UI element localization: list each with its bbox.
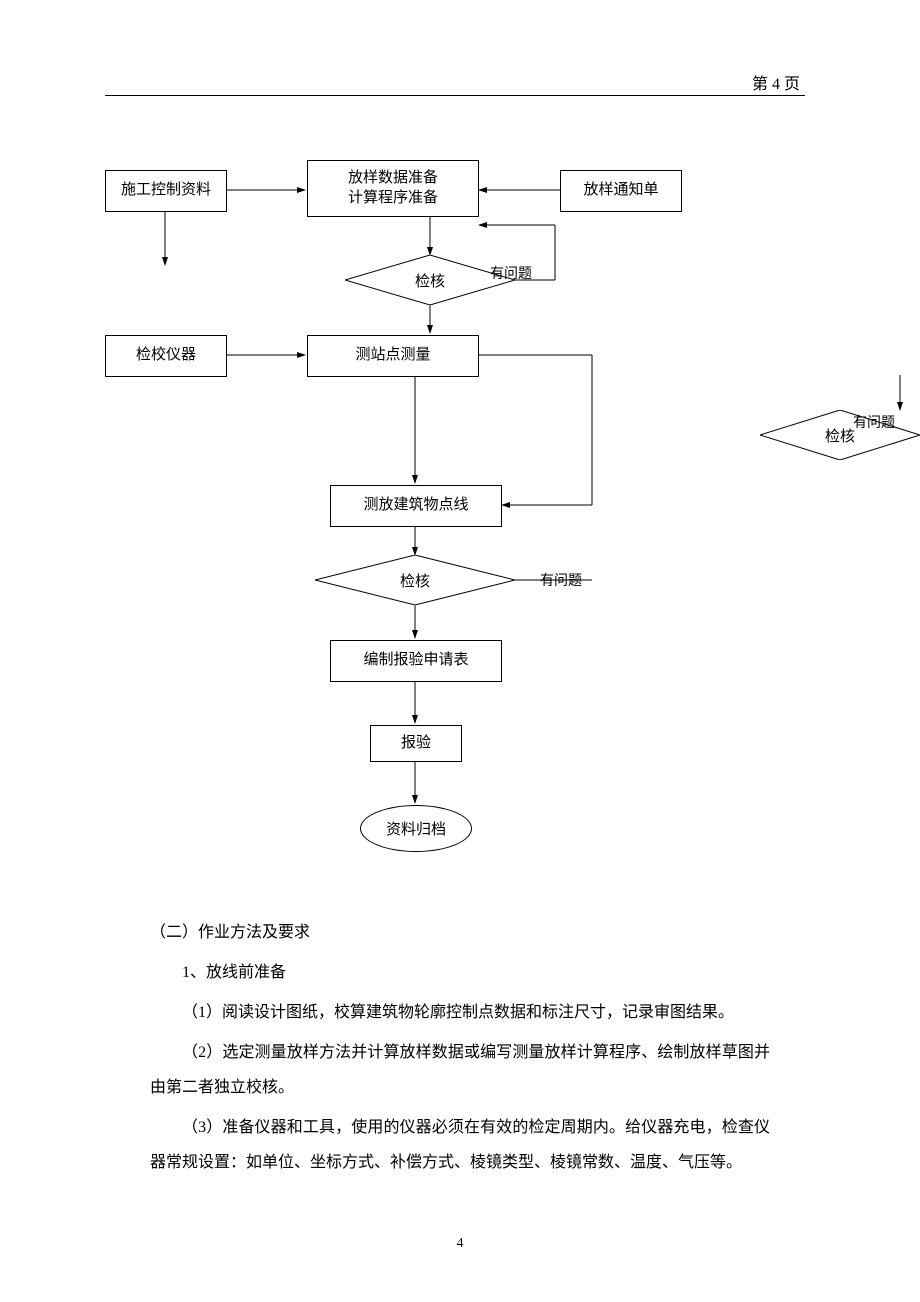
label-problem-2: 有问题 <box>540 570 582 590</box>
node-data-prep: 放样数据准备 计算程序准备 <box>307 160 479 217</box>
label-problem-1: 有问题 <box>490 263 532 283</box>
page-header-label: 第 4 页 <box>752 70 800 94</box>
node-calibrate: 检校仪器 <box>105 335 227 377</box>
section-p1: （1）阅读设计图纸，校算建筑物轮廓控制点数据和标注尺寸，记录审图结果。 <box>150 995 770 1030</box>
node-application-form: 编制报验申请表 <box>330 640 502 682</box>
section-sub1: 1、放线前准备 <box>150 955 770 990</box>
section-heading: （二）作业方法及要求 <box>150 915 770 950</box>
node-construction-data: 施工控制资料 <box>105 170 227 212</box>
page-number: 4 <box>0 1236 920 1252</box>
node-check-detached: 检核 <box>760 410 920 460</box>
node-setout-lines: 测放建筑物点线 <box>330 485 502 527</box>
label-problem-detached: 有问题 <box>853 412 895 432</box>
node-notice: 放样通知单 <box>560 170 682 212</box>
flowchart-container: 施工控制资料 放样数据准备 计算程序准备 放样通知单 检核 有问题 检校仪器 测… <box>0 150 920 880</box>
node-station-measure: 测站点测量 <box>307 335 479 377</box>
section-p2: （2）选定测量放样方法并计算放样数据或编写测量放样计算程序、绘制放样草图并由第二… <box>150 1035 770 1105</box>
section-p3: （3）准备仪器和工具，使用的仪器必须在有效的检定周期内。给仪器充电，检查仪器常规… <box>150 1110 770 1180</box>
page: 第 4 页 <box>0 0 920 1302</box>
node-inspect: 报验 <box>370 725 462 762</box>
node-check-2: 检核 <box>315 555 515 605</box>
header-rule <box>105 95 805 96</box>
node-archive: 资料归档 <box>360 805 472 852</box>
